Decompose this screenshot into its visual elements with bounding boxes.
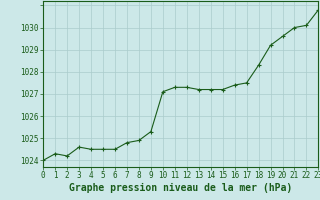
- X-axis label: Graphe pression niveau de la mer (hPa): Graphe pression niveau de la mer (hPa): [69, 183, 292, 193]
